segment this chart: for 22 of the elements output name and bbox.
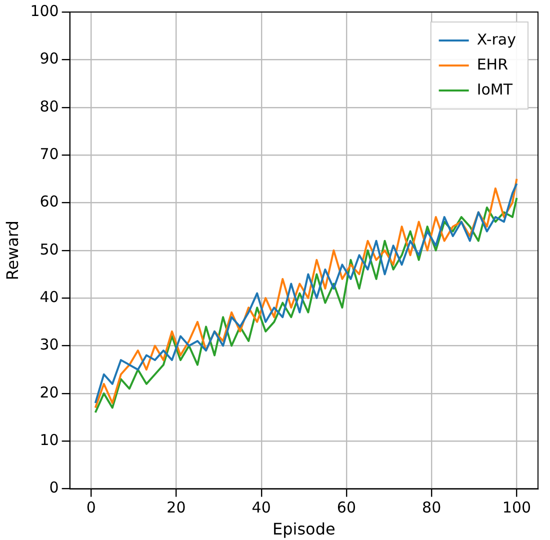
y-tick-label: 100 <box>30 2 59 20</box>
y-tick-label: 60 <box>40 192 59 211</box>
y-tick-label: 30 <box>40 336 59 354</box>
x-tick-label: 100 <box>502 498 532 517</box>
y-tick-label: 20 <box>40 383 59 402</box>
y-tick-label: 70 <box>40 144 59 163</box>
legend-label: IoMT <box>476 80 514 98</box>
y-tick-label: 0 <box>49 478 59 497</box>
y-tick-label: 40 <box>40 288 59 306</box>
x-tick-label: 20 <box>166 498 186 517</box>
legend-label: X-ray <box>476 30 516 48</box>
x-tick-label: 80 <box>422 498 442 517</box>
x-axis-title: Episode <box>272 520 336 539</box>
y-tick-label: 90 <box>40 50 59 68</box>
y-tick-label: 50 <box>40 240 59 258</box>
x-tick-label: 40 <box>252 498 271 517</box>
legend-label: EHR <box>476 55 508 74</box>
y-tick-label: 80 <box>40 97 59 116</box>
y-tick-label: 10 <box>40 431 59 450</box>
x-tick-label: 60 <box>336 498 356 517</box>
x-tick-label: 0 <box>86 498 96 517</box>
y-axis-title: Reward <box>2 220 22 280</box>
